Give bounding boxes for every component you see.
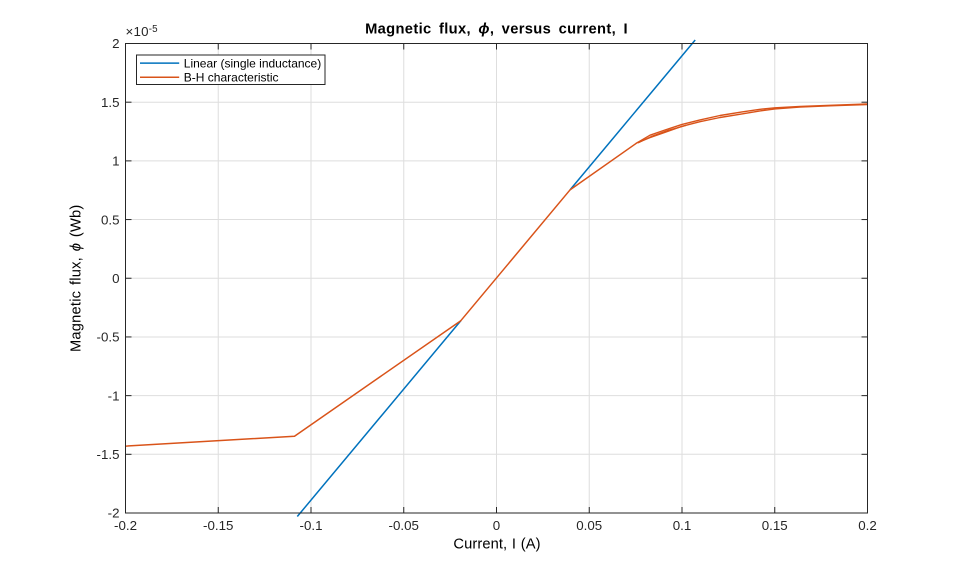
svg-text:B-H characteristic: B-H characteristic	[184, 71, 279, 85]
svg-text:-0.2: -0.2	[114, 518, 137, 533]
svg-text:1.5: 1.5	[101, 95, 120, 110]
svg-text:0.05: 0.05	[576, 518, 602, 533]
svg-text:-0.1: -0.1	[300, 518, 323, 533]
svg-text:Linear (single inductance): Linear (single inductance)	[184, 56, 321, 70]
svg-text:0: 0	[493, 518, 500, 533]
svg-text:0.5: 0.5	[101, 212, 120, 227]
svg-text:Current, I (A): Current, I (A)	[453, 536, 540, 552]
svg-text:1: 1	[112, 154, 119, 169]
svg-text:Magnetic flux, ϕ, versus curre: Magnetic flux, ϕ, versus current, I	[365, 22, 628, 38]
svg-text:-0.05: -0.05	[389, 518, 419, 533]
svg-text:0.2: 0.2	[858, 518, 877, 533]
svg-text:-2: -2	[108, 506, 120, 521]
svg-text:0.15: 0.15	[762, 518, 788, 533]
svg-text:0.1: 0.1	[673, 518, 692, 533]
svg-text:-1.5: -1.5	[97, 447, 120, 462]
svg-text:Magnetic flux, ϕ (Wb): Magnetic flux, ϕ (Wb)	[69, 205, 85, 352]
svg-text:-0.5: -0.5	[97, 330, 120, 345]
svg-text:2: 2	[112, 36, 119, 51]
svg-text:0: 0	[112, 271, 119, 286]
svg-text:-0.15: -0.15	[203, 518, 233, 533]
svg-text:-1: -1	[108, 388, 120, 403]
